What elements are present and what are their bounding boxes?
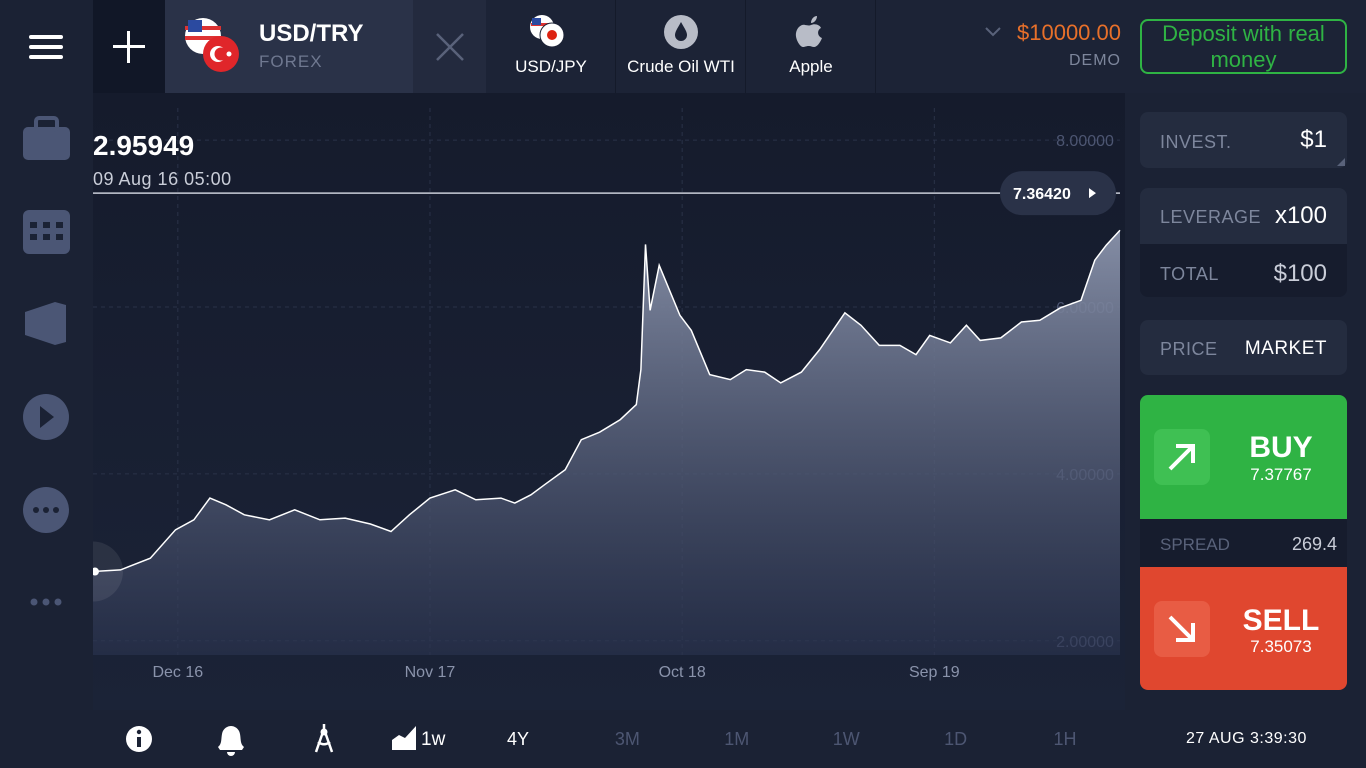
flag-icon: [185, 18, 239, 72]
news-icon[interactable]: [25, 302, 66, 345]
tab-label: Apple: [789, 57, 833, 76]
price-field[interactable]: PRICE MARKET: [1140, 320, 1347, 375]
leverage-label: LEVERAGE: [1160, 207, 1262, 227]
buy-price: 7.37767: [1250, 465, 1312, 484]
price-badge-label: 7.36420: [1013, 186, 1071, 203]
sell-price: 7.35073: [1250, 637, 1312, 656]
spread-value: 269.4: [1291, 534, 1337, 554]
price-label: PRICE: [1160, 339, 1218, 359]
total-label: TOTAL: [1160, 264, 1219, 284]
line: [93, 229, 1121, 573]
account-type: DEMO: [1069, 52, 1121, 69]
tab[interactable]: Apple: [746, 0, 876, 93]
buy-button[interactable]: BUY 7.37767: [1140, 395, 1347, 519]
x-tick-label: Oct 18: [659, 664, 706, 681]
price-badge: [1000, 171, 1116, 216]
price-value: MARKET: [1244, 338, 1327, 359]
tab-icon: [664, 15, 698, 49]
range-button[interactable]: 3M: [614, 729, 640, 749]
cursor-price: 2.95949: [93, 130, 195, 161]
range-button[interactable]: 1D: [944, 729, 968, 749]
active-tab[interactable]: USD/TRY FOREX: [165, 0, 413, 93]
total-value: $100: [1273, 260, 1327, 287]
buy-label: BUY: [1249, 431, 1313, 464]
sell-button[interactable]: SELL 7.35073: [1140, 567, 1347, 690]
price-badge-arrow: [1089, 188, 1096, 199]
sell-icon: [1154, 601, 1210, 657]
tab-label: Crude Oil WTI: [627, 57, 735, 76]
tab-icon: [530, 15, 565, 48]
more-icon[interactable]: [30, 598, 38, 606]
clock: 27 AUG 3:39:30: [1186, 730, 1307, 747]
invest-field[interactable]: INVEST. $1: [1140, 112, 1347, 168]
cursor-time: 09 Aug 16 05:00: [93, 169, 232, 189]
chart-type-button[interactable]: [392, 726, 416, 750]
tab-icon: [795, 16, 822, 47]
active-market: FOREX: [259, 52, 323, 71]
tabs: USD/JPY Crude Oil WTI Apple: [486, 0, 876, 93]
x-tick-label: Sep 19: [909, 664, 960, 681]
range-button[interactable]: 1W: [832, 729, 860, 749]
range-button[interactable]: 1H: [1053, 729, 1077, 749]
balance-dropdown[interactable]: [984, 26, 1002, 38]
cursor-dot: [93, 567, 99, 576]
buy-icon: [1154, 429, 1210, 485]
range-selector: 4Y 3M 1M 1W 1D 1H: [463, 729, 1119, 751]
active-symbol: USD/TRY: [259, 20, 364, 47]
spread-row: SPREAD 269.4: [1140, 519, 1347, 567]
menu-button[interactable]: [29, 35, 63, 59]
cursor-halo: [93, 541, 123, 602]
sidebar-icons: [23, 35, 70, 606]
invest-value: $1: [1300, 126, 1327, 153]
plus-icon: [113, 30, 145, 63]
close-tab-button[interactable]: [413, 0, 486, 93]
bottom-bar: [93, 710, 1366, 768]
spread-label: SPREAD: [1160, 535, 1230, 554]
tab[interactable]: USD/JPY: [486, 0, 616, 93]
tab[interactable]: Crude Oil WTI: [616, 0, 746, 93]
invest-label: INVEST.: [1160, 132, 1232, 152]
calendar-icon[interactable]: [23, 210, 70, 254]
range-button[interactable]: 4Y: [506, 729, 530, 749]
area: [93, 230, 1120, 655]
tools-button[interactable]: [314, 724, 334, 753]
x-tick-label: Nov 17: [405, 664, 456, 681]
chart-period[interactable]: 1w: [421, 729, 446, 750]
add-tab-button[interactable]: [93, 0, 165, 93]
close-icon: [435, 32, 464, 61]
tab-label: USD/JPY: [515, 57, 587, 76]
portfolio-icon[interactable]: [23, 127, 70, 160]
leverage-field[interactable]: LEVERAGE x100 TOTAL $100: [1140, 188, 1347, 297]
leverage-value: x100: [1274, 202, 1327, 229]
bottom-icons: [126, 724, 416, 756]
x-tick-label: Dec 16: [152, 664, 203, 681]
alerts-button[interactable]: [218, 726, 244, 756]
deposit-button[interactable]: Deposit with real money: [1140, 19, 1347, 74]
y-tick-label: 8.00000: [1056, 133, 1114, 150]
sell-label: SELL: [1242, 604, 1320, 637]
range-button[interactable]: 1M: [724, 729, 750, 749]
balance[interactable]: $10000.00: [1017, 20, 1121, 45]
